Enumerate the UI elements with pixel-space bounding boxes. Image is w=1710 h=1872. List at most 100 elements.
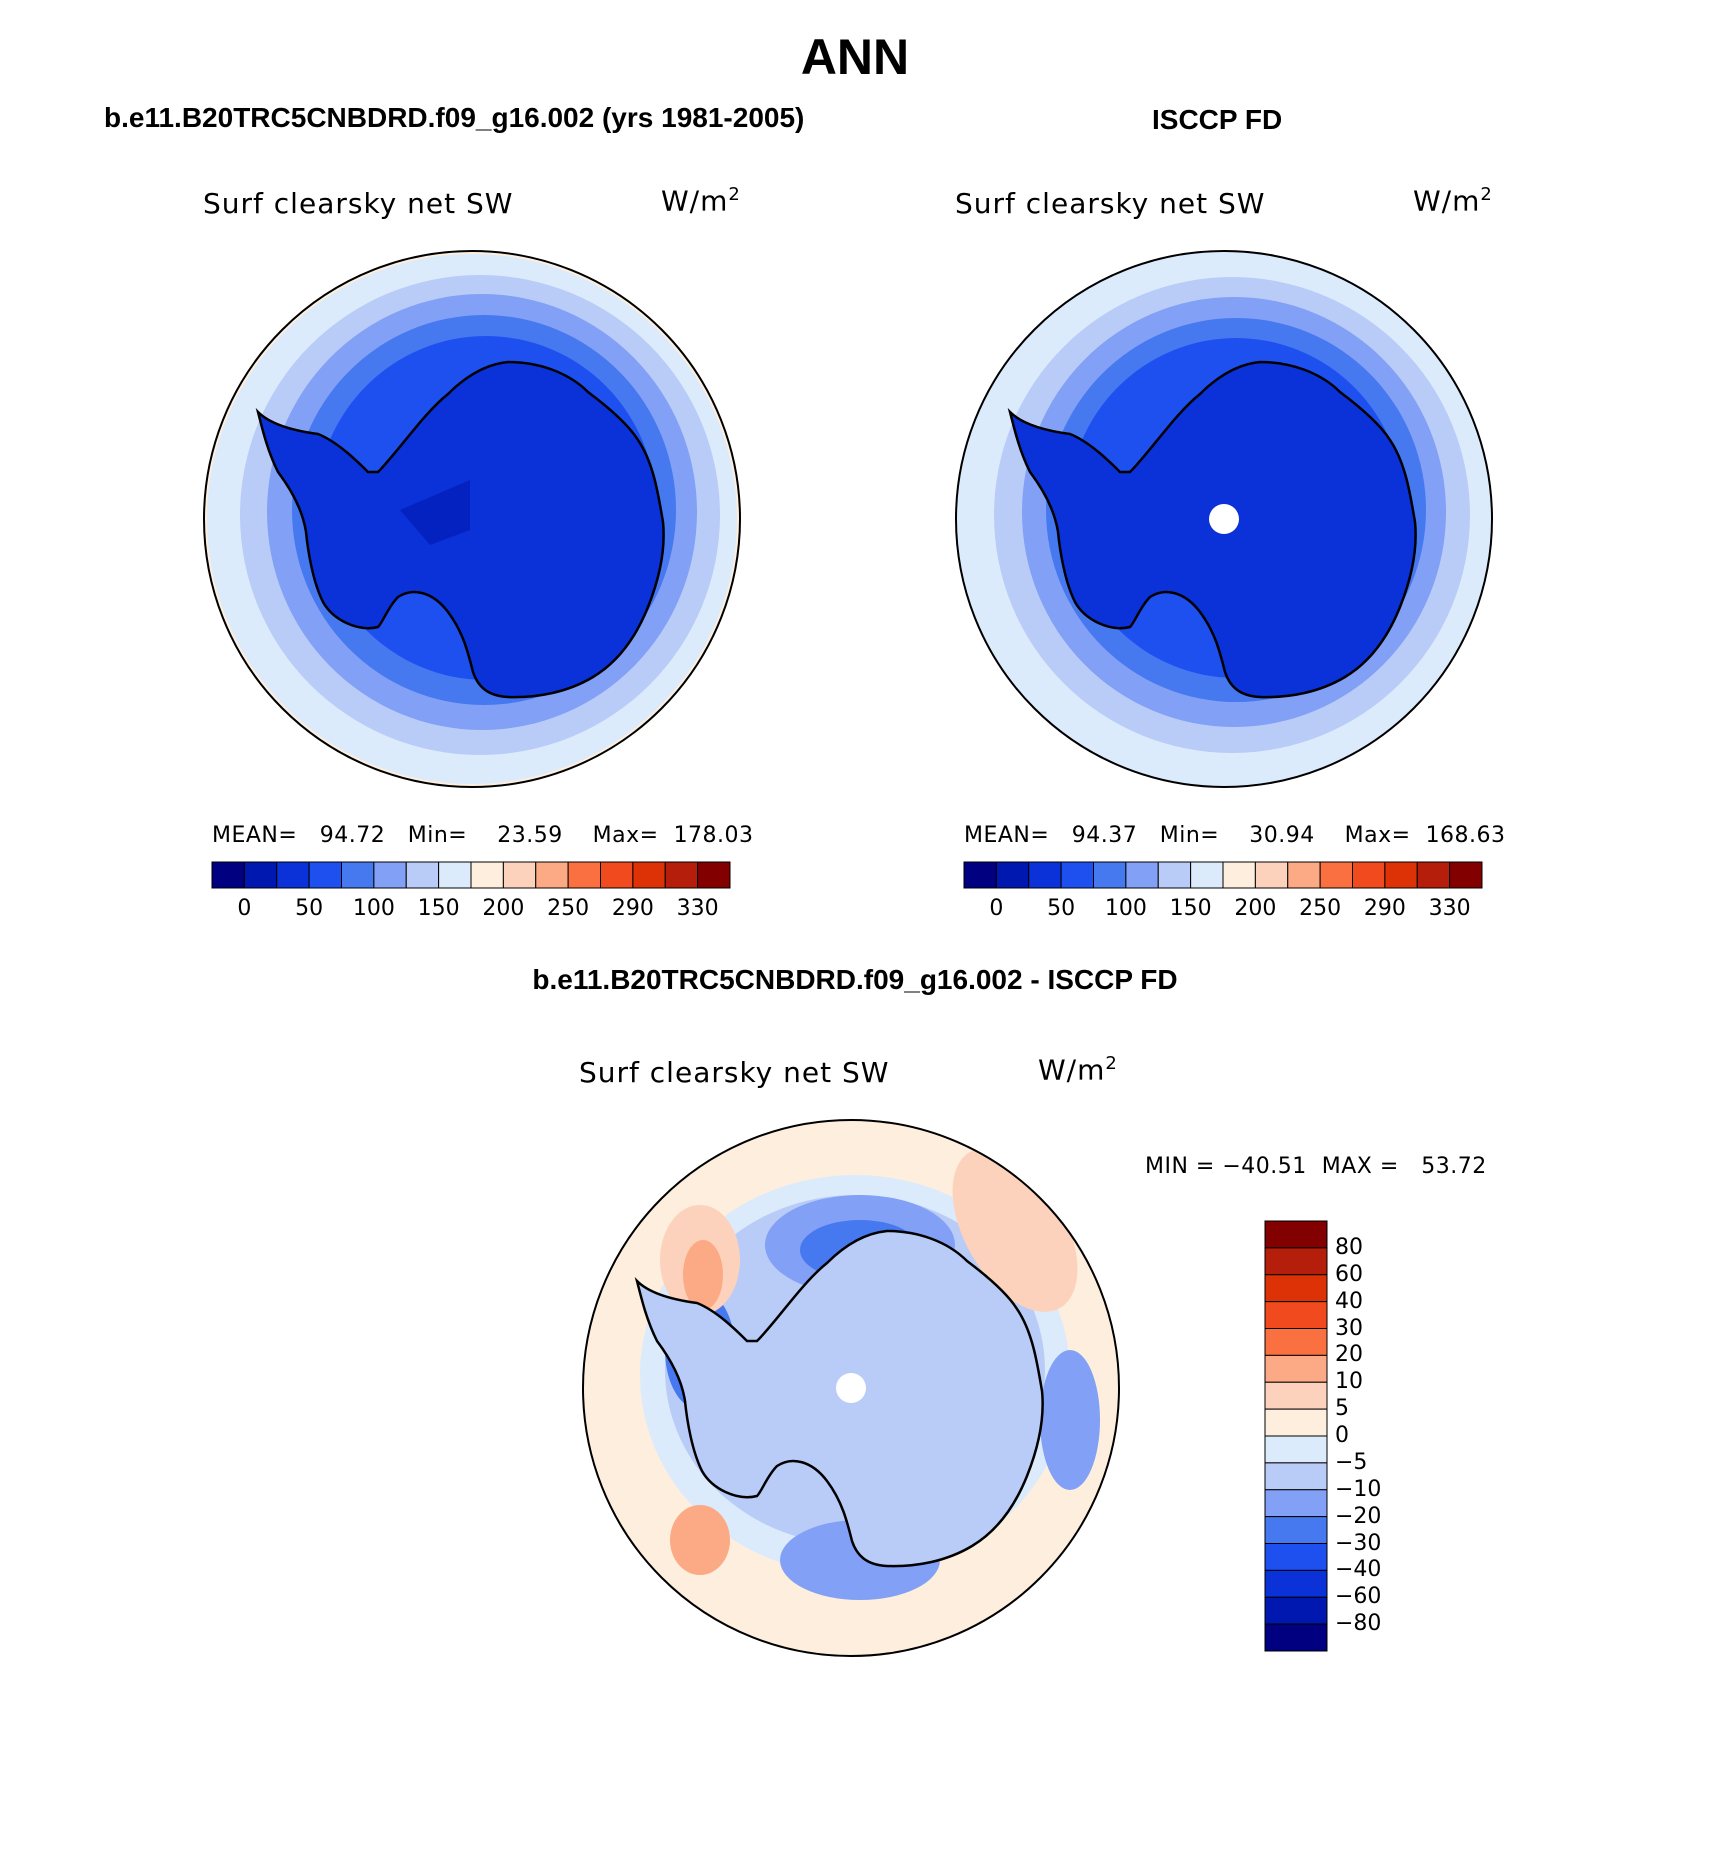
- model-colorbar-tick-label: 100: [352, 896, 395, 921]
- diff-unit-label: W/m2: [1038, 1053, 1118, 1086]
- obs-colorbar-swatch: [1060, 861, 1094, 889]
- model-colorbar-swatch: [697, 861, 731, 889]
- diff-colorbar-swatch: [1264, 1435, 1328, 1464]
- obs-polar-hole: [1209, 504, 1239, 534]
- obs-colorbar-tick-label: 150: [1169, 896, 1212, 921]
- model-colorbar-swatch: [632, 861, 666, 889]
- diff-colorbar-tick-label: −80: [1335, 1611, 1382, 1637]
- diff-colorbar-swatch: [1264, 1220, 1328, 1249]
- diff-colorbar-tick-label: −10: [1335, 1476, 1382, 1502]
- diff-colorbar-tick-label: 80: [1335, 1234, 1363, 1260]
- model-map: [203, 250, 741, 788]
- obs-colorbar-tick-label: 0: [989, 896, 1004, 921]
- model-stats-text: MEAN= 94.72 Min= 23.59 Max= 178.03: [212, 823, 754, 848]
- model-colorbar-swatch: [276, 861, 310, 889]
- diff-colorbar-swatch: [1264, 1354, 1328, 1383]
- obs-colorbar-swatch: [1028, 861, 1062, 889]
- obs-variable-title: Surf clearsky net SW: [955, 187, 1266, 220]
- obs-colorbar-swatch: [1222, 861, 1256, 889]
- diff-colorbar-swatch: [1264, 1328, 1328, 1356]
- diff-colorbar-tick-label: 0: [1335, 1423, 1349, 1448]
- obs-colorbar-swatch: [1157, 861, 1192, 889]
- diff-colorbar-swatch: [1264, 1247, 1328, 1276]
- model-colorbar-swatch: [502, 861, 537, 889]
- model-colorbar-swatch: [211, 861, 245, 889]
- diff-colorbar-tick-label: −5: [1335, 1449, 1368, 1475]
- diff-colorbar-tick-label: 60: [1335, 1261, 1363, 1287]
- model-colorbar-swatch: [535, 861, 569, 889]
- diff-colorbar-tick-label: 30: [1335, 1315, 1363, 1341]
- obs-colorbar-swatch: [995, 861, 1030, 889]
- obs-colorbar-swatch: [1125, 861, 1159, 889]
- model-colorbar-tick-label: 250: [547, 896, 590, 921]
- obs-map: [955, 250, 1493, 788]
- obs-colorbar: [963, 861, 1483, 889]
- model-unit-label: W/m2: [661, 184, 741, 217]
- diff-variable-title: Surf clearsky net SW: [579, 1056, 890, 1089]
- diff-colorbar-tick-label: 5: [1335, 1396, 1349, 1422]
- diff-colorbar-swatch: [1264, 1569, 1328, 1598]
- model-colorbar-tick-label: 200: [482, 896, 525, 921]
- obs-colorbar-tick-label: 50: [1047, 896, 1076, 921]
- diff-colorbar-tick-label: 10: [1335, 1369, 1363, 1395]
- diff-colorbar-swatch: [1264, 1623, 1328, 1652]
- model-variable-title: Surf clearsky net SW: [203, 187, 514, 220]
- diff-colorbar-swatch: [1264, 1408, 1328, 1437]
- diff-colorbar-tick-label: −40: [1335, 1557, 1382, 1583]
- obs-colorbar-swatch: [1287, 861, 1321, 889]
- model-unit-sup: 2: [728, 184, 741, 205]
- obs-colorbar-tick-label: 250: [1299, 896, 1342, 921]
- model-colorbar: [211, 861, 731, 889]
- diff-panel-header: b.e11.B20TRC5CNBDRD.f09_g16.002 - ISCCP …: [532, 964, 1178, 995]
- model-colorbar-swatch: [243, 861, 278, 889]
- diff-polar-hole: [836, 1373, 866, 1403]
- obs-colorbar-swatch: [1319, 861, 1353, 889]
- obs-colorbar-swatch: [1416, 861, 1451, 889]
- diff-colorbar-tick-label: −20: [1335, 1503, 1382, 1529]
- diff-colorbar-swatch: [1264, 1462, 1328, 1491]
- diff-map: [582, 1119, 1120, 1657]
- obs-colorbar-swatch: [1449, 861, 1483, 889]
- diff-colorbar: [1264, 1220, 1328, 1652]
- obs-colorbar-tick-label: 330: [1428, 896, 1471, 921]
- model-colorbar-swatch: [341, 861, 375, 889]
- obs-colorbar-swatch: [1352, 861, 1386, 889]
- obs-stats-text: MEAN= 94.37 Min= 30.94 Max= 168.63: [964, 823, 1506, 848]
- diff-colorbar-tick-label: −60: [1335, 1584, 1382, 1610]
- diff-colorbar-swatch: [1264, 1543, 1328, 1571]
- model-colorbar-swatch: [567, 861, 601, 889]
- obs-unit-label: W/m2: [1413, 184, 1493, 217]
- obs-unit-sup: 2: [1480, 184, 1493, 205]
- diff-colorbar-tick-label: 20: [1335, 1342, 1363, 1368]
- obs-stats: MEAN= 94.37 Min= 30.94 Max= 168.63: [964, 823, 1506, 848]
- model-colorbar-swatch: [438, 861, 472, 889]
- model-colorbar-swatch: [308, 861, 342, 889]
- diff-unit-sup: 2: [1105, 1053, 1118, 1074]
- model-colorbar-swatch: [664, 861, 699, 889]
- model-colorbar-tick-label: 290: [611, 896, 654, 921]
- model-colorbar-tick-label: 0: [237, 896, 252, 921]
- diff-colorbar-tick-label: 40: [1335, 1288, 1363, 1314]
- obs-colorbar-swatch: [1093, 861, 1127, 889]
- model-colorbar-swatch: [470, 861, 504, 889]
- obs-colorbar-tick-label: 100: [1104, 896, 1147, 921]
- model-colorbar-tick-label: 330: [676, 896, 719, 921]
- model-colorbar-tick-label: 50: [295, 896, 324, 921]
- diff-colorbar-swatch: [1264, 1596, 1328, 1625]
- diff-colorbar-swatch: [1264, 1381, 1328, 1410]
- model-colorbar-swatch: [373, 861, 407, 889]
- diff-colorbar-tick-label: −30: [1335, 1530, 1382, 1556]
- diff-unit-base: W/m: [1038, 1053, 1106, 1087]
- obs-colorbar-swatch: [963, 861, 997, 889]
- obs-colorbar-swatch: [1384, 861, 1418, 889]
- model-panel-header: b.e11.B20TRC5CNBDRD.f09_g16.002 (yrs 198…: [104, 102, 805, 133]
- diff-stats-text: MIN = −40.51 MAX = 53.72: [1145, 1154, 1487, 1179]
- figure-main-title: ANN: [800, 29, 910, 85]
- model-colorbar-swatch: [405, 861, 440, 889]
- model-stats: MEAN= 94.72 Min= 23.59 Max= 178.03: [212, 823, 754, 848]
- obs-colorbar-swatch: [1254, 861, 1289, 889]
- model-unit-base: W/m: [661, 184, 729, 218]
- obs-unit-base: W/m: [1413, 184, 1481, 218]
- model-colorbar-swatch: [600, 861, 634, 889]
